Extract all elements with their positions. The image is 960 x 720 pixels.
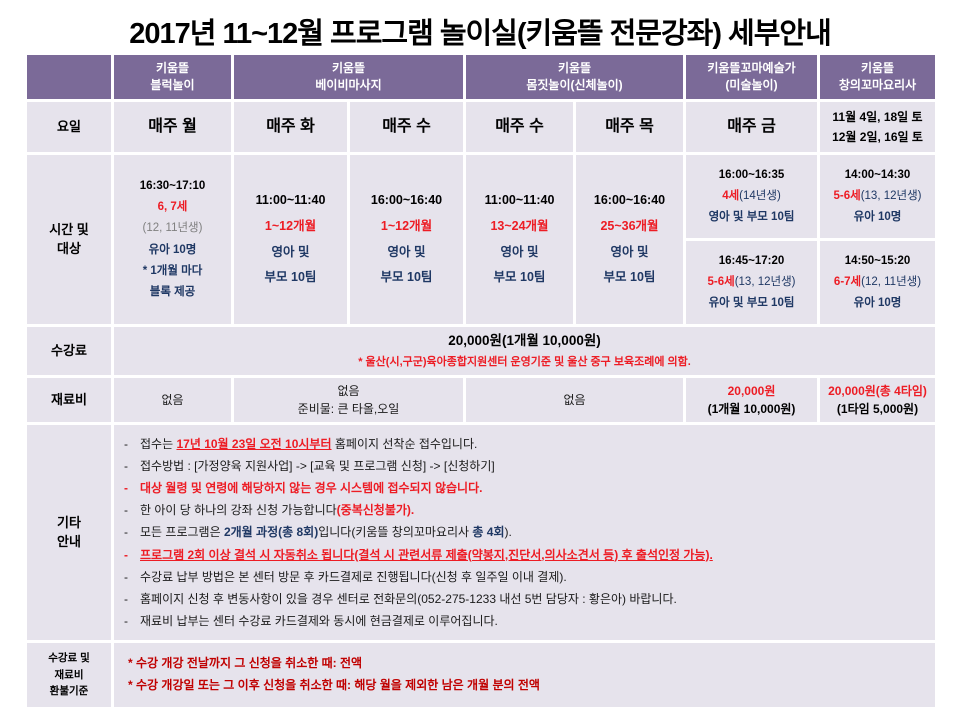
note-line: - 수강료 납부 방법은 본 센터 방문 후 카드결제로 진행됩니다(신청 후 일… (124, 569, 567, 584)
time-cook-session1: 14:00~14:30 5-6세(13, 12년생) 유아 10명 (820, 155, 935, 238)
material-massage: 없음 준비물: 큰 타올,오일 (234, 378, 463, 422)
refund-row-label: 수강료 및 재료비 환불기준 (27, 643, 111, 707)
notes-row-label: 기타 안내 (27, 425, 111, 640)
material-art: 20,000원 (1개월 10,000원) (686, 378, 817, 422)
note-line: -한 아이 당 하나의 강좌 신청 가능합니다(중복신청불가). (124, 503, 415, 518)
schedule-table: 키움뜰 블럭놀이 키움뜰 베이비마사지 키움뜰 몸짓놀이(신체놀이) 키움뜰꼬마… (27, 55, 935, 707)
time-movement-thu: 16:00~16:40 25~36개월 영아 및 부모 10팀 (576, 155, 683, 324)
header-little-chef: 키움뜰 창의꼬마요리사 (820, 55, 935, 99)
day-mon: 매주 월 (114, 102, 231, 152)
material-block: 없음 (114, 378, 231, 422)
page-title: 2017년 11~12월 프로그램 놀이실(키움뜰 전문강좌) 세부안내 (129, 18, 832, 50)
note-line: - 프로그램 2회 이상 결석 시 자동취소 됩니다(결석 시 관련서류 제출(약… (124, 547, 713, 562)
time-massage-tue: 11:00~11:40 1~12개월 영아 및 부모 10팀 (234, 155, 347, 324)
time-art-session2: 16:45~17:20 5-6세(13, 12년생) 유아 및 부모 10팀 (686, 241, 817, 324)
note-line: - 홈페이지 신청 후 변동사항이 있을 경우 센터로 전화문의(052-275-… (124, 591, 677, 606)
time-art-session1: 16:00~16:35 4세(14년생) 영아 및 부모 10팀 (686, 155, 817, 238)
note-line: - 접수는 17년 10월 23일 오전 10시부터 홈페이지 선착순 접수입니다… (124, 436, 478, 451)
material-movement: 없음 (466, 378, 683, 422)
time-row-label: 시간 및 대상 (27, 155, 111, 324)
fee-content: 20,000원(1개월 10,000원) * 울산(시,구군)육아종합지원센터 … (114, 327, 935, 375)
header-little-artist: 키움뜰꼬마예술가 (미술놀이) (686, 55, 817, 99)
time-movement-wed: 11:00~11:40 13~24개월 영아 및 부모 10팀 (466, 155, 573, 324)
day-wed2: 매주 수 (466, 102, 573, 152)
refund-content: * 수강 개강 전날까지 그 신청을 취소한 때: 전액 * 수강 개강일 또는… (114, 643, 935, 707)
day-fri: 매주 금 (686, 102, 817, 152)
notes-content: - 접수는 17년 10월 23일 오전 10시부터 홈페이지 선착순 접수입니다… (114, 425, 935, 640)
day-tue: 매주 화 (234, 102, 347, 152)
day-sat: 11월 4일, 18일 토 12월 2일, 16일 토 (820, 102, 935, 152)
fee-row-label: 수강료 (27, 327, 111, 375)
day-wed1: 매주 수 (350, 102, 463, 152)
header-movement-play: 키움뜰 몸짓놀이(신체놀이) (466, 55, 683, 99)
header-block-play: 키움뜰 블럭놀이 (114, 55, 231, 99)
note-line: - 접수방법 : [가정양육 지원사업] -> [교육 및 프로그램 신청] ->… (124, 459, 495, 474)
day-row-label: 요일 (27, 102, 111, 152)
note-line: - 대상 월령 및 연령에 해당하지 않는 경우 시스템에 접수되지 않습니다. (124, 481, 483, 496)
header-corner (27, 55, 111, 99)
header-baby-massage: 키움뜰 베이비마사지 (234, 55, 463, 99)
material-cook: 20,000원(총 4타임) (1타임 5,000원) (820, 378, 935, 422)
note-line: - 재료비 납부는 센터 수강료 카드결제와 동시에 현금결제로 이루어집니다. (124, 613, 498, 628)
time-massage-wed: 16:00~16:40 1~12개월 영아 및 부모 10팀 (350, 155, 463, 324)
day-thu: 매주 목 (576, 102, 683, 152)
note-line: - 모든 프로그램은 2개월 과정(총 8회)입니다(키움뜰 창의꼬마요리사 총 … (124, 525, 512, 540)
material-row-label: 재료비 (27, 378, 111, 422)
time-cook-session2: 14:50~15:20 6-7세(12, 11년생) 유아 10명 (820, 241, 935, 324)
time-block-play: 16:30~17:10 6, 7세 (12, 11년생) 유아 10명 * 1개… (114, 155, 231, 324)
